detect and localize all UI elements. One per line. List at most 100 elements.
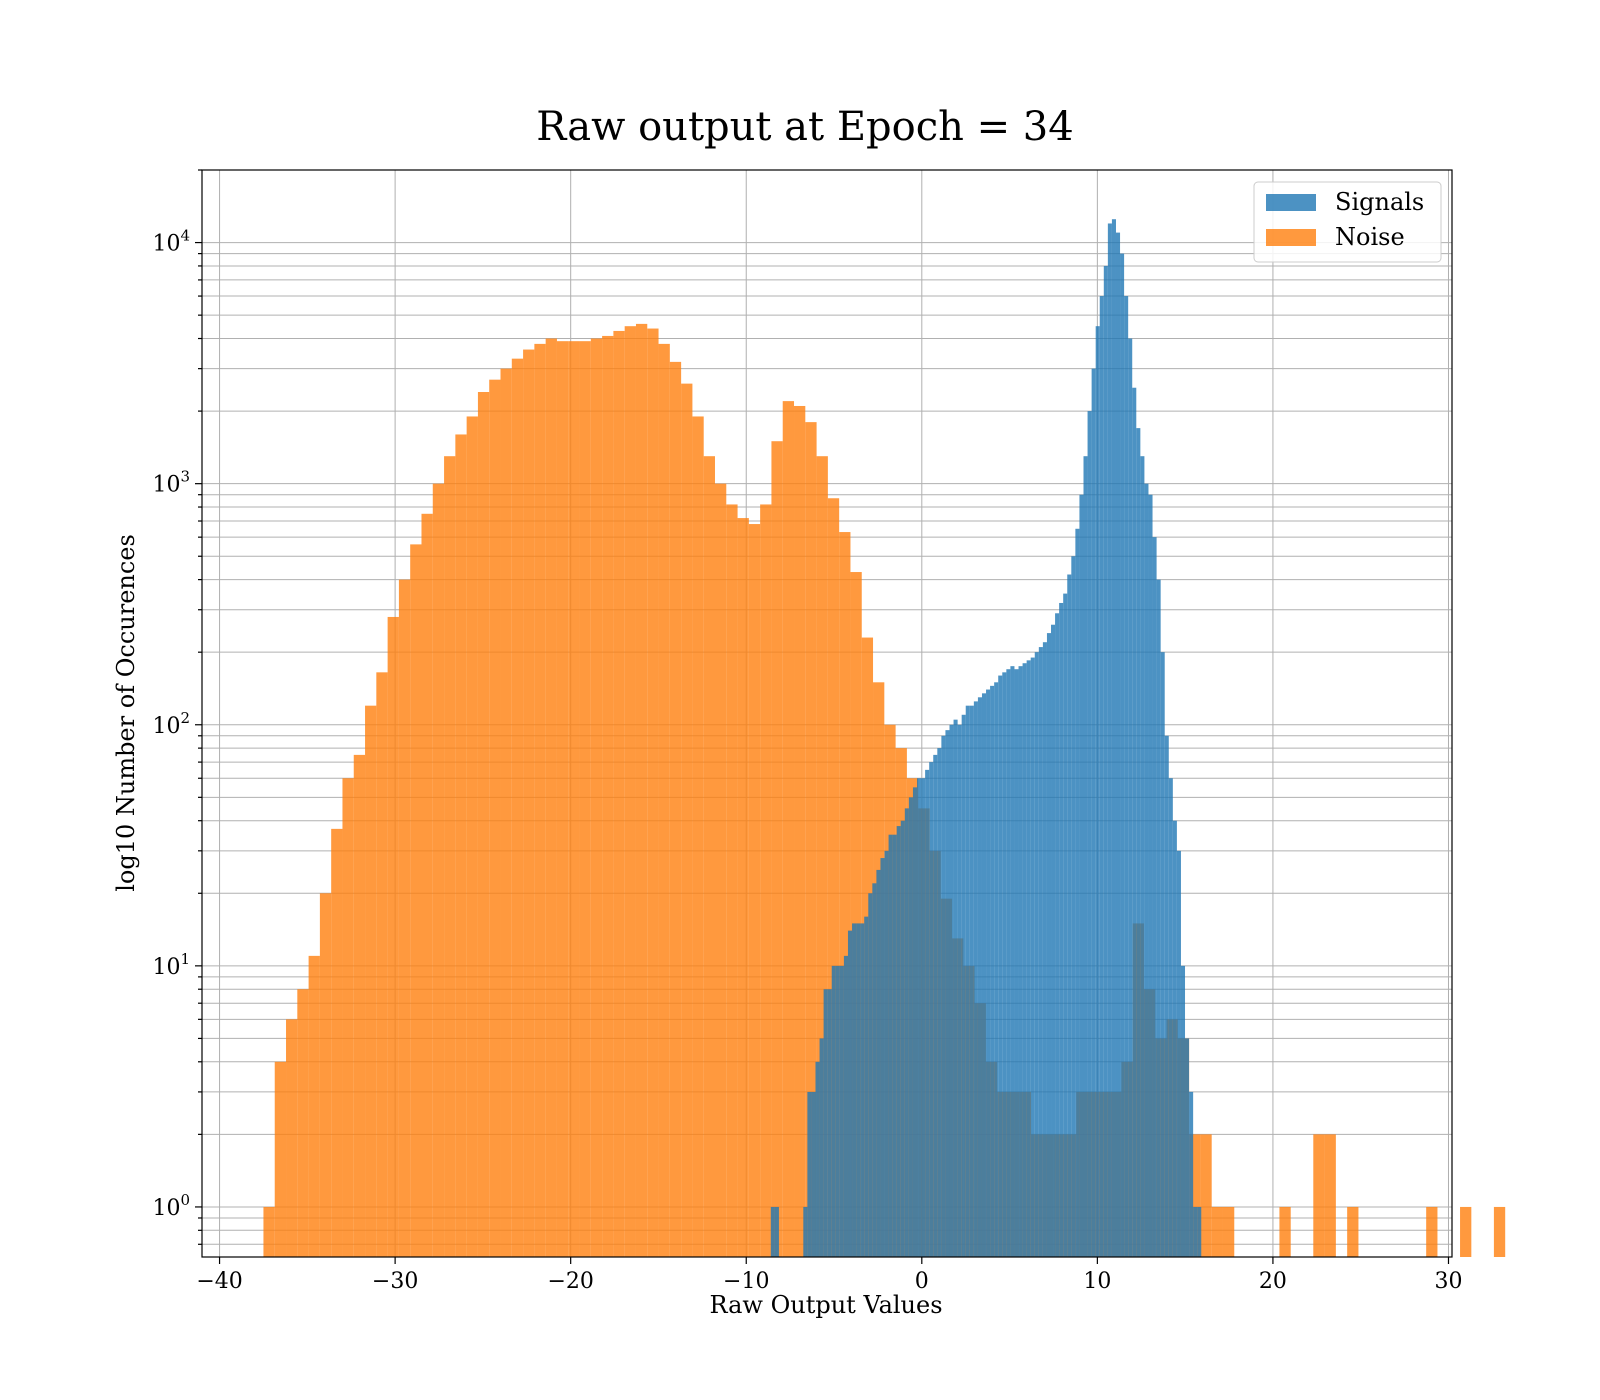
bar-signals	[1067, 574, 1072, 1257]
bar-signals	[843, 955, 848, 1257]
bar-signals	[1002, 672, 1007, 1257]
bar-signals	[1046, 633, 1052, 1257]
bar-signals	[1059, 602, 1064, 1257]
bar-signals	[945, 730, 950, 1257]
bar-noise	[376, 672, 388, 1257]
x-tick-label: −20	[547, 1269, 593, 1294]
bar-signals	[872, 883, 877, 1257]
chart-title: Raw output at Epoch = 34	[536, 104, 1073, 150]
bar-signals	[949, 724, 954, 1257]
bar-signals	[1099, 296, 1104, 1258]
bar-signals	[1176, 850, 1181, 1257]
bar-noise	[714, 483, 727, 1257]
bar-noise	[794, 405, 806, 1258]
bar-noise	[1211, 1206, 1223, 1257]
bar-signals	[1030, 657, 1035, 1257]
bar-signals	[981, 693, 987, 1257]
bar-noise	[1426, 1206, 1438, 1257]
bar-noise	[308, 955, 320, 1257]
series-signals	[770, 219, 1202, 1258]
bar-signals	[823, 989, 828, 1257]
bar-signals	[884, 850, 889, 1257]
x-tick-label: 0	[915, 1269, 929, 1294]
legend-swatch-signals	[1266, 194, 1316, 211]
bar-noise	[1189, 1134, 1201, 1257]
bar-noise	[432, 483, 445, 1257]
bar-noise	[816, 456, 828, 1257]
bar-signals	[896, 826, 901, 1257]
x-axis-label: Raw Output Values	[709, 1291, 942, 1319]
legend-swatch-noise	[1266, 229, 1316, 246]
bar-signals	[803, 1206, 808, 1257]
bar-signals	[933, 754, 938, 1257]
bar-noise	[511, 358, 524, 1257]
bar-signals	[892, 834, 897, 1257]
bar-signals	[937, 748, 942, 1257]
bar-signals	[856, 923, 861, 1257]
bar-noise	[692, 416, 704, 1257]
bar-signals	[819, 1038, 824, 1257]
bar-signals	[811, 1091, 816, 1257]
bar-signals	[1083, 456, 1088, 1257]
bar-signals	[1144, 483, 1149, 1257]
bar-signals	[864, 916, 869, 1257]
bar-signals	[1026, 660, 1031, 1257]
bar-signals	[977, 697, 982, 1257]
bar-signals	[888, 834, 893, 1257]
bar-signals	[1172, 820, 1177, 1257]
bar-signals	[847, 930, 853, 1257]
bar-signals	[1091, 368, 1096, 1257]
bar-signals	[1071, 556, 1076, 1257]
bar-noise	[579, 341, 591, 1258]
bar-noise	[477, 392, 490, 1258]
bar-noise	[805, 422, 817, 1258]
bar-signals	[1042, 642, 1047, 1257]
bar-noise	[1313, 1134, 1325, 1257]
bar-signals	[876, 869, 881, 1257]
bar-signals	[1152, 537, 1157, 1257]
bar-noise	[1493, 1206, 1506, 1257]
plot-frame	[201, 169, 1453, 1258]
bar-noise	[602, 335, 614, 1257]
bar-signals	[1197, 1206, 1202, 1257]
bar-noise	[850, 572, 862, 1257]
bar-signals	[770, 1206, 775, 1257]
bar-noise	[635, 323, 648, 1257]
bar-noise	[387, 616, 399, 1257]
bar-signals	[998, 675, 1003, 1257]
bar-noise	[726, 504, 738, 1257]
bar-signals	[880, 858, 885, 1257]
bar-signals	[1055, 613, 1060, 1257]
bar-signals	[835, 965, 840, 1257]
bar-noise	[444, 456, 456, 1257]
bar-signals	[953, 719, 958, 1257]
bar-signals	[868, 893, 873, 1257]
y-axis-label: log10 Number of Occurences	[112, 534, 140, 892]
x-tick-label: 20	[1259, 1269, 1287, 1294]
bar-noise	[534, 343, 546, 1257]
bar-noise	[681, 383, 693, 1257]
bar-noise	[748, 524, 761, 1257]
bar-noise	[647, 328, 659, 1257]
legend-label-noise: Noise	[1335, 223, 1405, 251]
bar-noise	[1460, 1206, 1472, 1257]
y-tick-label: 104	[152, 227, 190, 257]
bar-signals	[1022, 663, 1027, 1257]
bar-signals	[1107, 223, 1112, 1258]
bar-noise	[421, 513, 433, 1257]
bar-noise	[353, 754, 366, 1257]
bar-noise	[466, 416, 478, 1257]
bar-signals	[1140, 456, 1145, 1257]
bar-noise	[365, 705, 377, 1257]
bar-noise	[410, 544, 422, 1257]
y-tick-label: 103	[152, 468, 190, 498]
bar-noise	[556, 341, 569, 1258]
bar-signals	[831, 965, 836, 1257]
bar-signals	[969, 705, 974, 1257]
bar-signals	[1075, 528, 1080, 1257]
bar-signals	[1034, 652, 1039, 1257]
bar-noise	[827, 498, 840, 1257]
bar-signals	[1156, 579, 1161, 1257]
x-tick-label: −10	[723, 1269, 769, 1294]
bar-signals	[1115, 232, 1121, 1257]
